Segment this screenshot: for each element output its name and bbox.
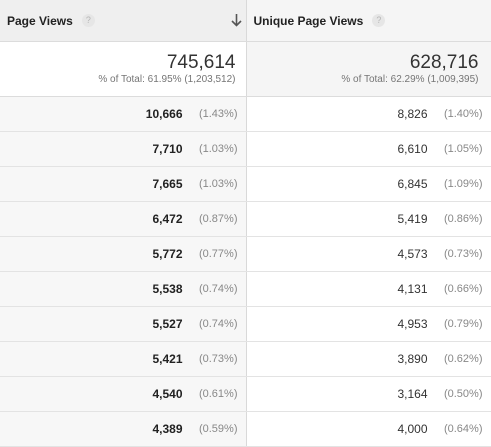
table-row: 5,527 (0.74%) 4,953 (0.79%) [0, 306, 491, 342]
arrow-down-icon[interactable] [230, 13, 243, 27]
help-circle-icon[interactable]: ? [81, 14, 95, 27]
table-row: 5,772 (0.77%) 4,573 (0.73%) [0, 236, 491, 272]
unique-page-views-value: 4,000 [397, 422, 428, 436]
table-body: 10,666 (1.43%) 8,826 (1.40%) 7,710 (1.03%) 6,6… [0, 96, 491, 447]
total-page-views-cell: 745,614 % of Total: 61.95% (1,203,512) [0, 41, 247, 97]
unique-page-views-value: 6,845 [397, 177, 428, 191]
page-views-value: 5,421 [152, 352, 183, 366]
page-views-percent: (1.03%) [198, 143, 238, 155]
page-views-cell: 6,472 (0.87%) [0, 201, 247, 237]
page-views-cell: 7,710 (1.03%) [0, 131, 247, 167]
unique-page-views-cell: 4,953 (0.79%) [246, 306, 491, 342]
unique-page-views-percent: (0.66%) [443, 283, 483, 295]
page-views-percent: (0.61%) [198, 388, 238, 400]
column-header-unique-page-views[interactable]: Unique Page Views ? [246, 0, 491, 42]
unique-page-views-cell: 6,845 (1.09%) [246, 166, 491, 202]
page-views-cell: 5,538 (0.74%) [0, 271, 247, 307]
table-header-row: Page Views ? Unique Page Views ? [0, 0, 491, 42]
unique-page-views-cell: 3,164 (0.50%) [246, 376, 491, 412]
page-views-value: 4,540 [152, 387, 183, 401]
unique-page-views-cell: 4,573 (0.73%) [246, 236, 491, 272]
unique-page-views-value: 4,953 [397, 317, 428, 331]
page-views-percent: (0.74%) [198, 318, 238, 330]
table-row: 5,421 (0.73%) 3,890 (0.62%) [0, 341, 491, 377]
column-header-label: Page Views [7, 13, 73, 28]
unique-page-views-percent: (0.62%) [443, 353, 483, 365]
page-views-percent: (0.59%) [198, 423, 238, 435]
unique-page-views-value: 8,826 [397, 107, 428, 121]
page-views-value: 5,527 [152, 317, 183, 331]
page-views-percent: (0.87%) [198, 213, 238, 225]
column-header-label: Unique Page Views [253, 13, 364, 28]
unique-page-views-cell: 3,890 (0.62%) [246, 341, 491, 377]
table-row: 5,538 (0.74%) 4,131 (0.66%) [0, 271, 491, 307]
page-views-value: 7,710 [152, 142, 183, 156]
page-views-value: 5,538 [152, 282, 183, 296]
table-row: 7,710 (1.03%) 6,610 (1.05%) [0, 131, 491, 167]
unique-page-views-cell: 4,131 (0.66%) [246, 271, 491, 307]
unique-page-views-cell: 8,826 (1.40%) [246, 96, 491, 132]
unique-page-views-percent: (0.50%) [443, 388, 483, 400]
unique-page-views-percent: (0.79%) [443, 318, 483, 330]
help-circle-icon[interactable]: ? [372, 14, 386, 27]
page-views-value: 7,665 [152, 177, 183, 191]
table-row: 10,666 (1.43%) 8,826 (1.40%) [0, 96, 491, 132]
total-percent: % of Total: 62.29% (1,009,395) [341, 74, 479, 85]
page-views-cell: 5,421 (0.73%) [0, 341, 247, 377]
table-row: 4,389 (0.59%) 4,000 (0.64%) [0, 411, 491, 447]
page-views-value: 4,389 [152, 422, 183, 436]
page-views-value: 5,772 [152, 247, 183, 261]
page-views-cell: 7,665 (1.03%) [0, 166, 247, 202]
total-percent: % of Total: 61.95% (1,203,512) [98, 74, 236, 85]
unique-page-views-percent: (0.73%) [443, 248, 483, 260]
page-views-percent: (1.43%) [198, 108, 238, 120]
page-views-cell: 4,540 (0.61%) [0, 376, 247, 412]
unique-page-views-percent: (1.40%) [443, 108, 483, 120]
page-views-cell: 10,666 (1.43%) [0, 96, 247, 132]
page-views-cell: 4,389 (0.59%) [0, 411, 247, 447]
total-unique-page-views-cell: 628,716 % of Total: 62.29% (1,009,395) [246, 41, 491, 97]
page-views-value: 10,666 [145, 107, 183, 121]
page-views-percent: (0.77%) [198, 248, 238, 260]
page-views-value: 6,472 [152, 212, 183, 226]
table-row: 7,665 (1.03%) 6,845 (1.09%) [0, 166, 491, 202]
unique-page-views-percent: (0.86%) [443, 213, 483, 225]
totals-row: 745,614 % of Total: 61.95% (1,203,512) 6… [0, 41, 491, 97]
unique-page-views-value: 4,131 [397, 282, 428, 296]
unique-page-views-cell: 5,419 (0.86%) [246, 201, 491, 237]
page-views-percent: (0.74%) [198, 283, 238, 295]
page-views-percent: (0.73%) [198, 353, 238, 365]
column-header-page-views[interactable]: Page Views ? [0, 0, 247, 42]
unique-page-views-cell: 6,610 (1.05%) [246, 131, 491, 167]
unique-page-views-value: 6,610 [397, 142, 428, 156]
unique-page-views-percent: (1.09%) [443, 178, 483, 190]
total-value: 745,614 [166, 52, 236, 73]
table-row: 4,540 (0.61%) 3,164 (0.50%) [0, 376, 491, 412]
page-views-cell: 5,527 (0.74%) [0, 306, 247, 342]
unique-page-views-value: 3,890 [397, 352, 428, 366]
unique-page-views-percent: (1.05%) [443, 143, 483, 155]
unique-page-views-value: 4,573 [397, 247, 428, 261]
unique-page-views-value: 3,164 [397, 387, 428, 401]
table-row: 6,472 (0.87%) 5,419 (0.86%) [0, 201, 491, 237]
unique-page-views-percent: (0.64%) [443, 423, 483, 435]
unique-page-views-value: 5,419 [397, 212, 428, 226]
page-views-cell: 5,772 (0.77%) [0, 236, 247, 272]
total-value: 628,716 [409, 52, 479, 73]
unique-page-views-cell: 4,000 (0.64%) [246, 411, 491, 447]
page-views-percent: (1.03%) [198, 178, 238, 190]
